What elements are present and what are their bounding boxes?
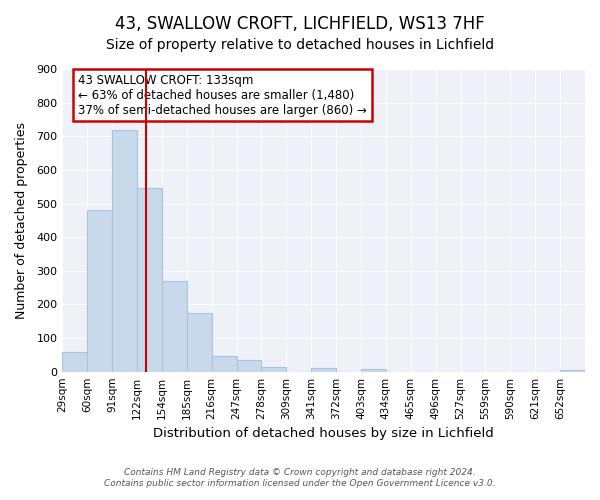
X-axis label: Distribution of detached houses by size in Lichfield: Distribution of detached houses by size …: [153, 427, 494, 440]
Text: 43, SWALLOW CROFT, LICHFIELD, WS13 7HF: 43, SWALLOW CROFT, LICHFIELD, WS13 7HF: [115, 15, 485, 33]
Bar: [361, 369, 386, 372]
Bar: [62, 352, 87, 372]
Bar: [187, 313, 212, 372]
Bar: [212, 356, 236, 372]
Bar: [112, 130, 137, 372]
Y-axis label: Number of detached properties: Number of detached properties: [15, 122, 28, 319]
Bar: [236, 360, 262, 372]
Bar: [311, 368, 336, 372]
Bar: [87, 210, 112, 372]
Bar: [560, 370, 585, 372]
Bar: [262, 366, 286, 372]
Text: Contains HM Land Registry data © Crown copyright and database right 2024.
Contai: Contains HM Land Registry data © Crown c…: [104, 468, 496, 487]
Text: 43 SWALLOW CROFT: 133sqm
← 63% of detached houses are smaller (1,480)
37% of sem: 43 SWALLOW CROFT: 133sqm ← 63% of detach…: [78, 74, 367, 116]
Bar: [162, 281, 187, 372]
Bar: [137, 188, 162, 372]
Text: Size of property relative to detached houses in Lichfield: Size of property relative to detached ho…: [106, 38, 494, 52]
